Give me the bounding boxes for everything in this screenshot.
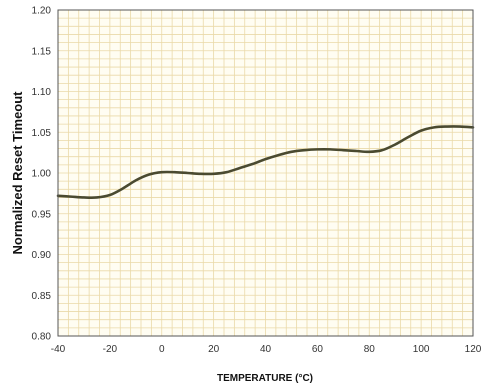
x-axis-title: TEMPERATURE (°C) <box>217 373 313 384</box>
y-tick-label: 1.00 <box>32 169 52 180</box>
y-tick-label: 1.10 <box>32 87 52 98</box>
x-tick-label: -20 <box>103 344 118 355</box>
x-tick-label: 120 <box>465 344 482 355</box>
x-tick-label: 60 <box>312 344 324 355</box>
y-tick-label: 0.90 <box>32 250 52 261</box>
x-tick-label: 80 <box>364 344 376 355</box>
series-line <box>56 125 475 199</box>
x-tick-label: 20 <box>208 344 220 355</box>
y-tick-label: 0.85 <box>32 291 52 302</box>
y-tick-label: 1.15 <box>32 46 52 57</box>
x-tick-label: 40 <box>260 344 272 355</box>
series-layer <box>56 125 475 199</box>
plot-frame <box>57 9 474 337</box>
y-tick-label: 1.05 <box>32 128 52 139</box>
y-tick-labels: 0.80 0.85 0.90 0.95 1.00 1.05 1.10 1.15 1.20 <box>32 6 52 343</box>
y-tick-label: 0.80 <box>32 332 52 343</box>
y-tick-label: 1.20 <box>32 6 52 17</box>
x-tick-labels: -40 -20 0 20 40 60 80 100 120 <box>51 344 482 355</box>
x-tick-label: -40 <box>51 344 66 355</box>
y-axis-title: Normalized Reset Timeout <box>10 91 25 255</box>
x-tick-label: 0 <box>159 344 165 355</box>
x-tick-label: 100 <box>413 344 430 355</box>
grid-lines <box>58 10 473 336</box>
y-tick-label: 0.95 <box>32 209 52 220</box>
